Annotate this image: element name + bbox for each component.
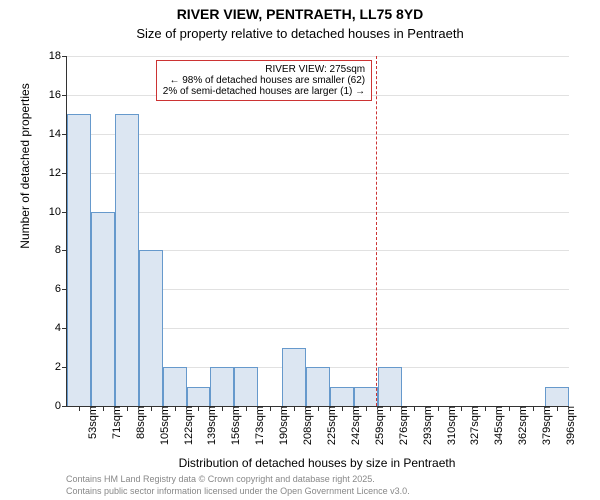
x-tick-mark [222, 406, 223, 411]
histogram-bar [545, 387, 569, 406]
chart-title: RIVER VIEW, PENTRAETH, LL75 8YD [0, 6, 600, 22]
annotation-line: 2% of semi-detached houses are larger (1… [163, 86, 365, 97]
histogram-bar [234, 367, 258, 406]
y-axis-label: Number of detached properties [18, 0, 32, 341]
x-tick-mark [438, 406, 439, 411]
x-tick-label: 225sqm [322, 406, 338, 445]
x-tick-label: 310sqm [442, 406, 458, 445]
y-tick-label: 2 [55, 361, 67, 373]
x-tick-label: 105sqm [155, 406, 171, 445]
x-tick-label: 293sqm [418, 406, 434, 445]
y-tick-label: 16 [49, 89, 67, 101]
x-tick-mark [294, 406, 295, 411]
x-axis-label: Distribution of detached houses by size … [66, 456, 568, 470]
x-tick-mark [79, 406, 80, 411]
gridline [67, 56, 569, 57]
x-tick-mark [127, 406, 128, 411]
histogram-bar [139, 250, 163, 406]
x-tick-mark [461, 406, 462, 411]
gridline [67, 134, 569, 135]
histogram-bar [354, 387, 378, 406]
y-tick-label: 4 [55, 322, 67, 334]
attribution-line-2: Contains public sector information licen… [66, 486, 410, 496]
histogram-bar [67, 114, 91, 406]
histogram-bar [187, 387, 211, 406]
x-tick-mark [414, 406, 415, 411]
x-tick-label: 259sqm [370, 406, 386, 445]
x-tick-label: 139sqm [202, 406, 218, 445]
x-tick-mark [103, 406, 104, 411]
histogram-bar [306, 367, 330, 406]
x-tick-label: 53sqm [83, 406, 99, 439]
y-tick-label: 14 [49, 128, 67, 140]
annotation-line: ← 98% of detached houses are smaller (62… [163, 75, 365, 86]
marker-line [376, 56, 377, 406]
gridline [67, 212, 569, 213]
x-tick-label: 88sqm [131, 406, 147, 439]
x-tick-mark [557, 406, 558, 411]
x-tick-label: 122sqm [179, 406, 195, 445]
x-tick-mark [246, 406, 247, 411]
gridline [67, 173, 569, 174]
x-tick-label: 396sqm [561, 406, 577, 445]
histogram-bar [378, 367, 402, 406]
chart-container: RIVER VIEW, PENTRAETH, LL75 8YD Size of … [0, 0, 600, 500]
x-tick-mark [342, 406, 343, 411]
x-tick-label: 242sqm [346, 406, 362, 445]
annotation-box: RIVER VIEW: 275sqm← 98% of detached hous… [156, 60, 372, 101]
x-tick-mark [390, 406, 391, 411]
y-tick-label: 12 [49, 167, 67, 179]
y-tick-label: 8 [55, 244, 67, 256]
histogram-bar [91, 212, 115, 406]
x-tick-label: 345sqm [489, 406, 505, 445]
x-tick-mark [151, 406, 152, 411]
x-tick-mark [175, 406, 176, 411]
x-tick-label: 71sqm [107, 406, 123, 439]
x-tick-label: 362sqm [513, 406, 529, 445]
x-tick-label: 208sqm [298, 406, 314, 445]
x-tick-mark [485, 406, 486, 411]
histogram-bar [330, 387, 354, 406]
x-tick-label: 276sqm [394, 406, 410, 445]
plot-area: 02468101214161853sqm71sqm88sqm105sqm122s… [66, 56, 569, 407]
chart-subtitle: Size of property relative to detached ho… [0, 26, 600, 41]
x-tick-label: 156sqm [226, 406, 242, 445]
y-tick-label: 10 [49, 206, 67, 218]
x-tick-label: 190sqm [274, 406, 290, 445]
y-tick-label: 18 [49, 50, 67, 62]
attribution-line-1: Contains HM Land Registry data © Crown c… [66, 474, 375, 484]
x-tick-label: 327sqm [465, 406, 481, 445]
x-tick-mark [509, 406, 510, 411]
annotation-line: RIVER VIEW: 275sqm [163, 64, 365, 75]
histogram-bar [115, 114, 139, 406]
x-tick-mark [270, 406, 271, 411]
x-tick-mark [198, 406, 199, 411]
x-tick-mark [366, 406, 367, 411]
x-tick-mark [318, 406, 319, 411]
x-tick-mark [533, 406, 534, 411]
x-tick-label: 173sqm [250, 406, 266, 445]
histogram-bar [163, 367, 187, 406]
y-tick-label: 0 [55, 400, 67, 412]
x-tick-label: 379sqm [537, 406, 553, 445]
histogram-bar [282, 348, 306, 406]
y-tick-label: 6 [55, 283, 67, 295]
histogram-bar [210, 367, 234, 406]
